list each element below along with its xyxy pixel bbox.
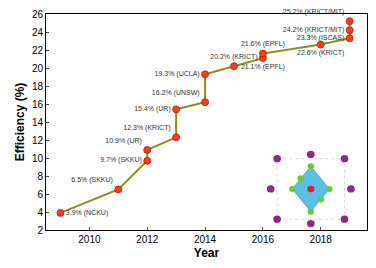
svg-text:23.3% (ISCAS): 23.3% (ISCAS) bbox=[297, 34, 344, 42]
svg-text:21.1% (EPFL): 21.1% (EPFL) bbox=[241, 63, 285, 71]
svg-text:10.9% (UR): 10.9% (UR) bbox=[105, 137, 142, 145]
svg-text:10: 10 bbox=[32, 153, 44, 164]
svg-text:16: 16 bbox=[32, 99, 44, 110]
svg-text:20.2% (KRICT): 20.2% (KRICT) bbox=[210, 53, 257, 61]
svg-text:2: 2 bbox=[37, 225, 43, 236]
svg-text:2010: 2010 bbox=[78, 234, 101, 245]
svg-text:26: 26 bbox=[32, 9, 44, 20]
svg-text:2018: 2018 bbox=[310, 234, 333, 245]
svg-text:16.2% (UNSW): 16.2% (UNSW) bbox=[152, 89, 200, 97]
svg-text:14: 14 bbox=[32, 117, 44, 128]
svg-text:Year: Year bbox=[194, 246, 220, 260]
svg-text:22: 22 bbox=[32, 45, 44, 56]
svg-text:24.2% (KRICT/MIT): 24.2% (KRICT/MIT) bbox=[283, 26, 344, 34]
svg-text:24: 24 bbox=[32, 27, 44, 38]
svg-text:2016: 2016 bbox=[252, 234, 275, 245]
svg-text:25.2% (KRICT/MIT): 25.2% (KRICT/MIT) bbox=[283, 8, 344, 16]
svg-text:8: 8 bbox=[37, 171, 43, 182]
svg-text:22.6% (KRICT): 22.6% (KRICT) bbox=[297, 49, 344, 57]
svg-text:19.3% (UCLA): 19.3% (UCLA) bbox=[155, 70, 200, 78]
svg-text:18: 18 bbox=[32, 81, 44, 92]
svg-text:12.3% (KRICT): 12.3% (KRICT) bbox=[123, 124, 170, 132]
svg-text:Efficiency (%): Efficiency (%) bbox=[13, 83, 27, 162]
svg-text:21.6% (EPFL): 21.6% (EPFL) bbox=[241, 40, 285, 48]
svg-text:12: 12 bbox=[32, 135, 44, 146]
svg-text:2014: 2014 bbox=[194, 234, 217, 245]
svg-text:3.9% (NCKU): 3.9% (NCKU) bbox=[66, 209, 108, 217]
svg-text:4: 4 bbox=[37, 207, 43, 218]
svg-text:2012: 2012 bbox=[136, 234, 159, 245]
svg-text:15.4% (UR): 15.4% (UR) bbox=[134, 105, 171, 113]
svg-text:6.5% (SKKU): 6.5% (SKKU) bbox=[71, 176, 113, 184]
svg-text:6: 6 bbox=[37, 189, 43, 200]
svg-text:20: 20 bbox=[32, 63, 44, 74]
svg-text:9.7% (SKKU): 9.7% (SKKU) bbox=[100, 156, 142, 164]
